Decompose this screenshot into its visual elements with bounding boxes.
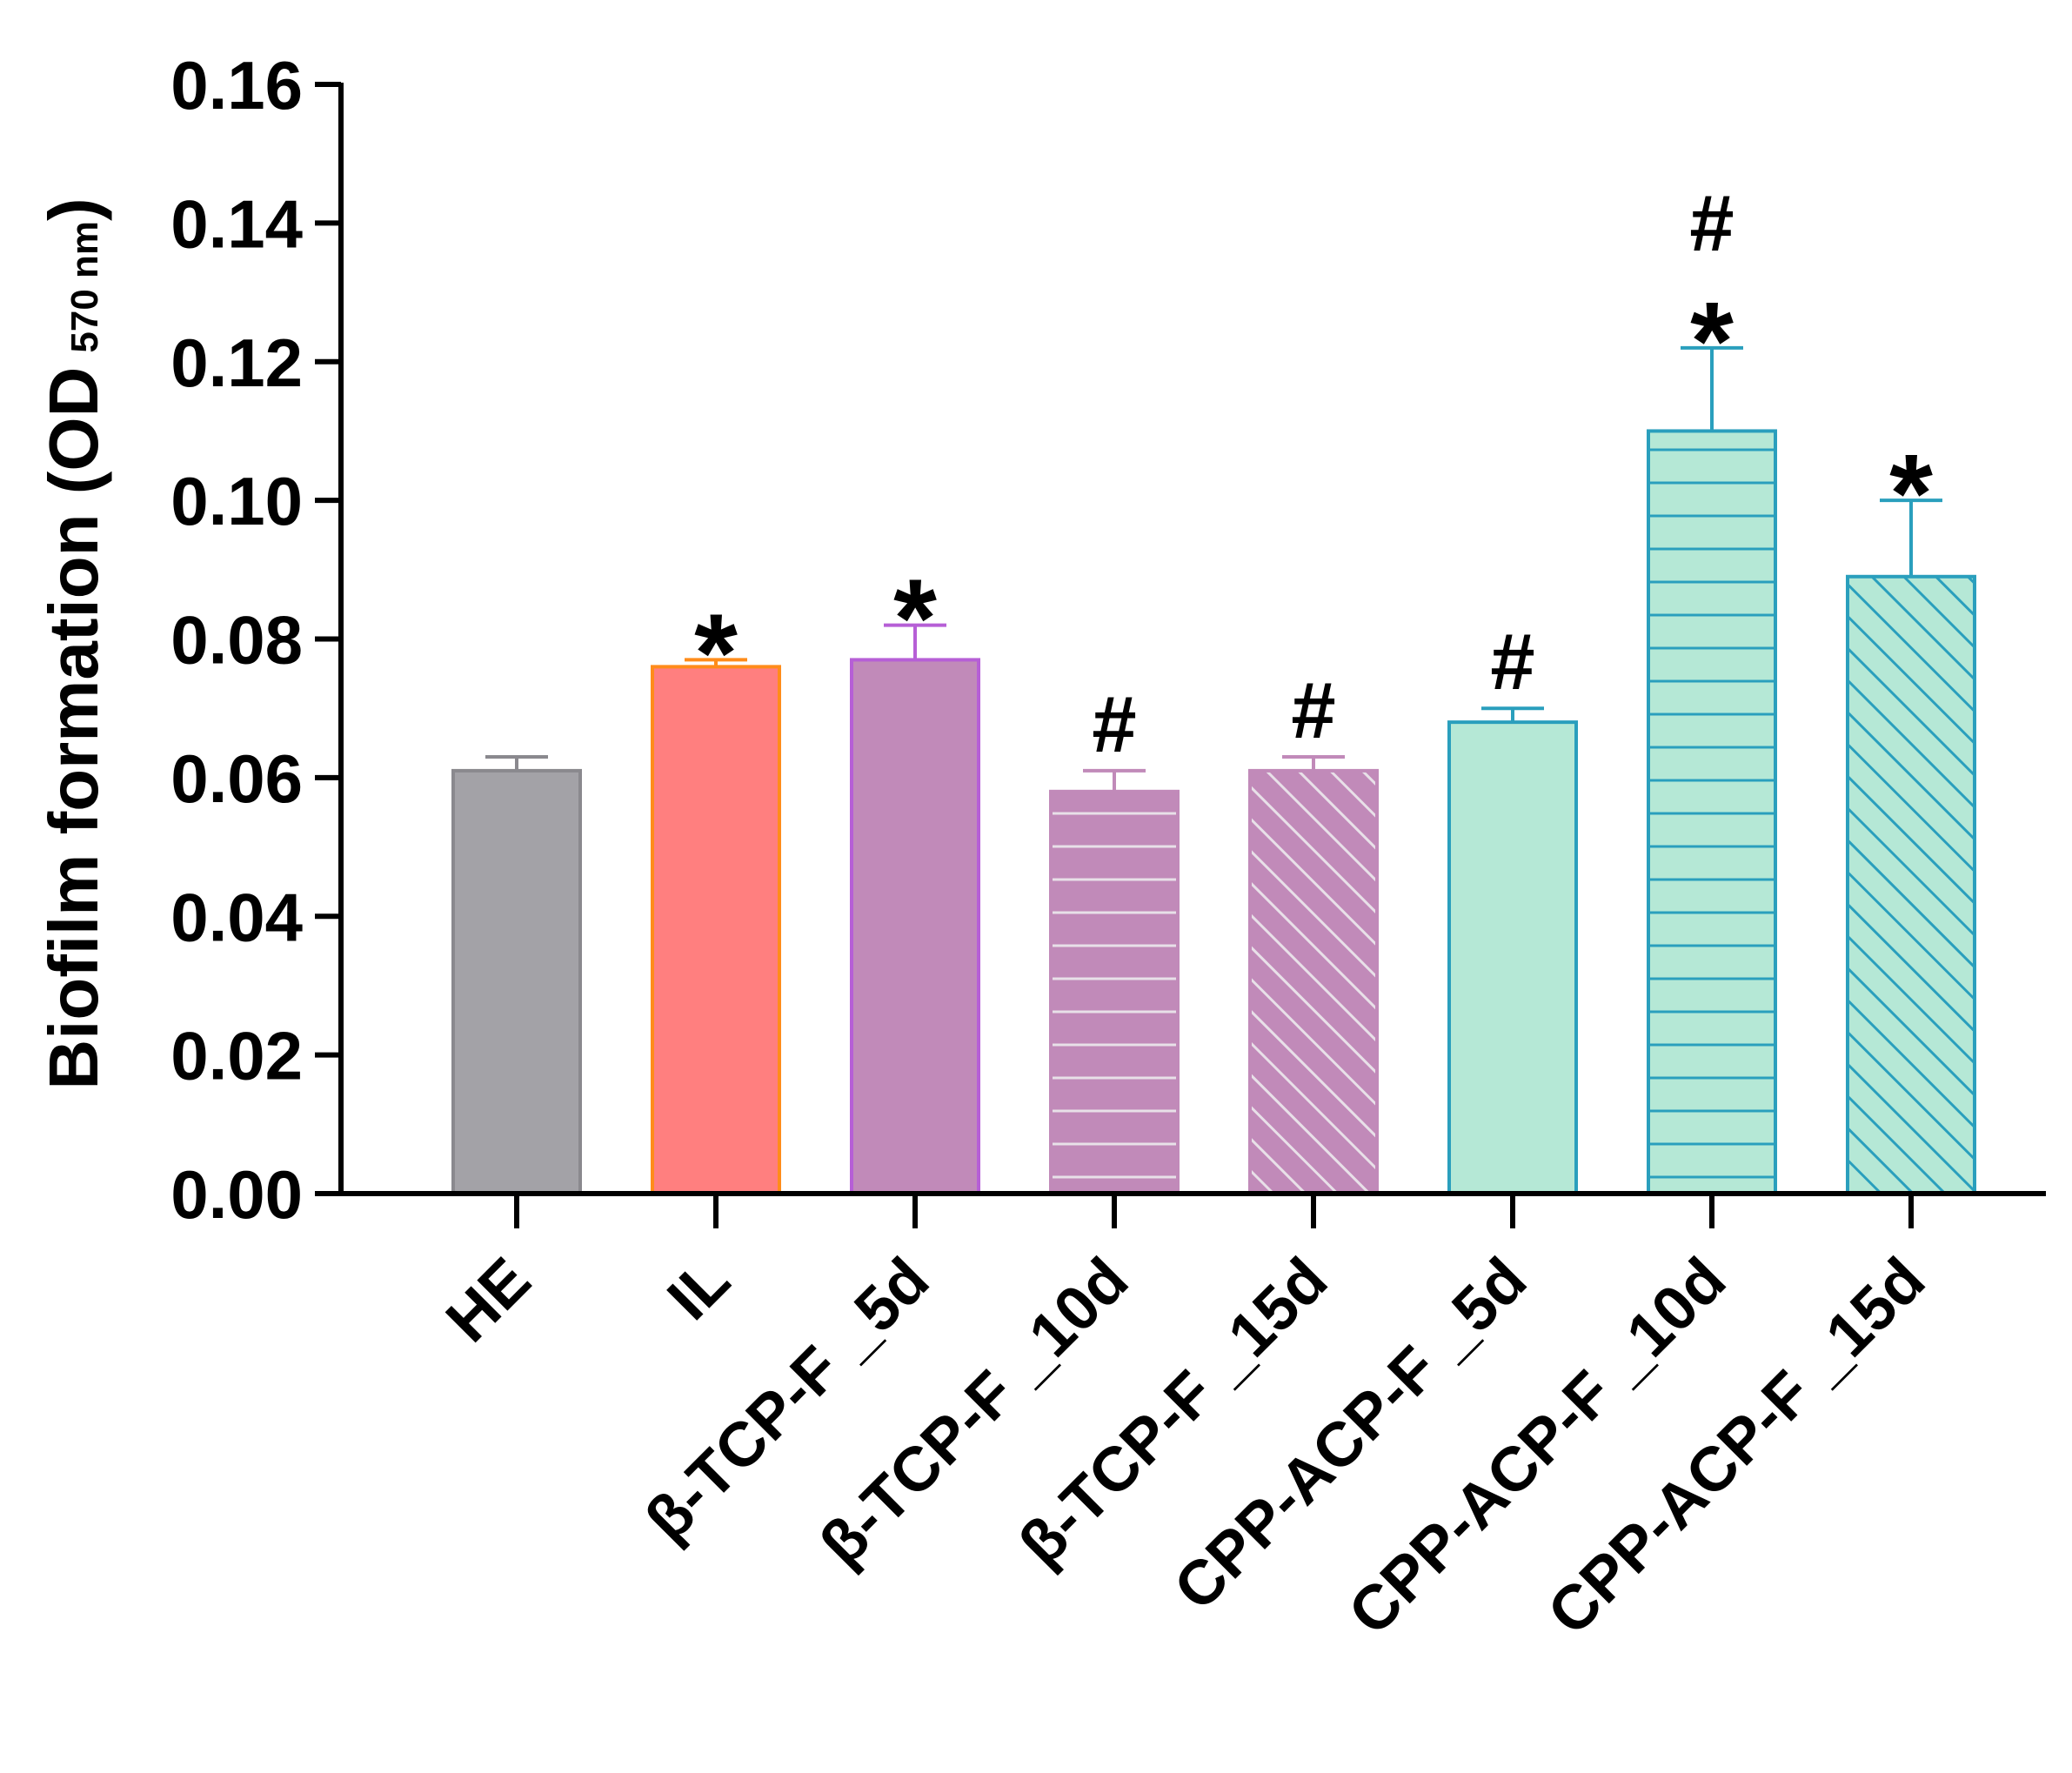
bar-7 [1647, 429, 1777, 1195]
bar-8 [1846, 574, 1976, 1195]
y-ticks-group: 0.00 0.02 0.04 0.06 0.08 0.10 0.12 0.14 0.16 [170, 47, 341, 1233]
y-axis-label-main: Biofilm formation (OD [35, 367, 112, 1090]
y-tick-label: 0.16 [170, 47, 303, 124]
y-tick-label: 0.00 [170, 1156, 303, 1233]
error-bar-5 [1282, 754, 1345, 771]
significance-star-8: * [1889, 432, 1933, 556]
error-bar-8 [1880, 498, 1942, 577]
significance-annotations: * * # # # * # * [694, 179, 1933, 769]
error-bar-6 [1481, 706, 1544, 723]
y-tick-label: 0.12 [170, 324, 303, 401]
y-axis-label: Biofilm formation (OD 570 nm) [35, 197, 112, 1089]
significance-hash-7: # [1689, 179, 1734, 268]
bars-group [451, 429, 1976, 1195]
axes-group [338, 83, 2046, 1196]
y-tick-label: 0.02 [170, 1018, 303, 1094]
y-tick-label: 0.08 [170, 602, 303, 679]
error-bar-4 [1083, 768, 1146, 792]
significance-star-2: * [694, 591, 738, 715]
error-bar-3 [884, 623, 946, 660]
bar-4 [1049, 789, 1180, 1195]
x-category-label-6: CPP-ACP-F _5d [1161, 1245, 1541, 1624]
significance-hash-5: # [1291, 666, 1335, 755]
error-bar-2 [685, 658, 747, 667]
bar-3 [850, 658, 980, 1195]
x-category-label-8: CPP-ACP-F _15d [1534, 1245, 1938, 1649]
x-category-label-7: CPP-ACP-F _10d [1335, 1245, 1739, 1649]
bar-1 [451, 768, 582, 1195]
bar-5 [1248, 768, 1379, 1195]
bar-2 [651, 665, 781, 1195]
error-bar-7 [1681, 345, 1743, 432]
x-category-label-2: IL [655, 1245, 744, 1334]
y-tick-label: 0.04 [170, 879, 303, 955]
x-category-label-1: HE [433, 1245, 544, 1355]
y-axis-label-subscript: 570 nm [63, 221, 106, 353]
bar-6 [1447, 720, 1578, 1195]
y-tick-label: 0.10 [170, 463, 303, 539]
y-axis-label-close: ) [35, 197, 112, 221]
significance-star-7: * [1690, 279, 1734, 404]
significance-hash-6: # [1490, 618, 1534, 706]
significance-star-3: * [893, 557, 937, 681]
y-tick-label: 0.14 [170, 185, 303, 262]
error-bars-group [485, 345, 1942, 792]
error-bar-1 [485, 754, 548, 771]
significance-hash-4: # [1092, 680, 1136, 769]
y-axis-label-group: Biofilm formation (OD 570 nm) [35, 197, 112, 1089]
y-tick-label: 0.06 [170, 740, 303, 817]
